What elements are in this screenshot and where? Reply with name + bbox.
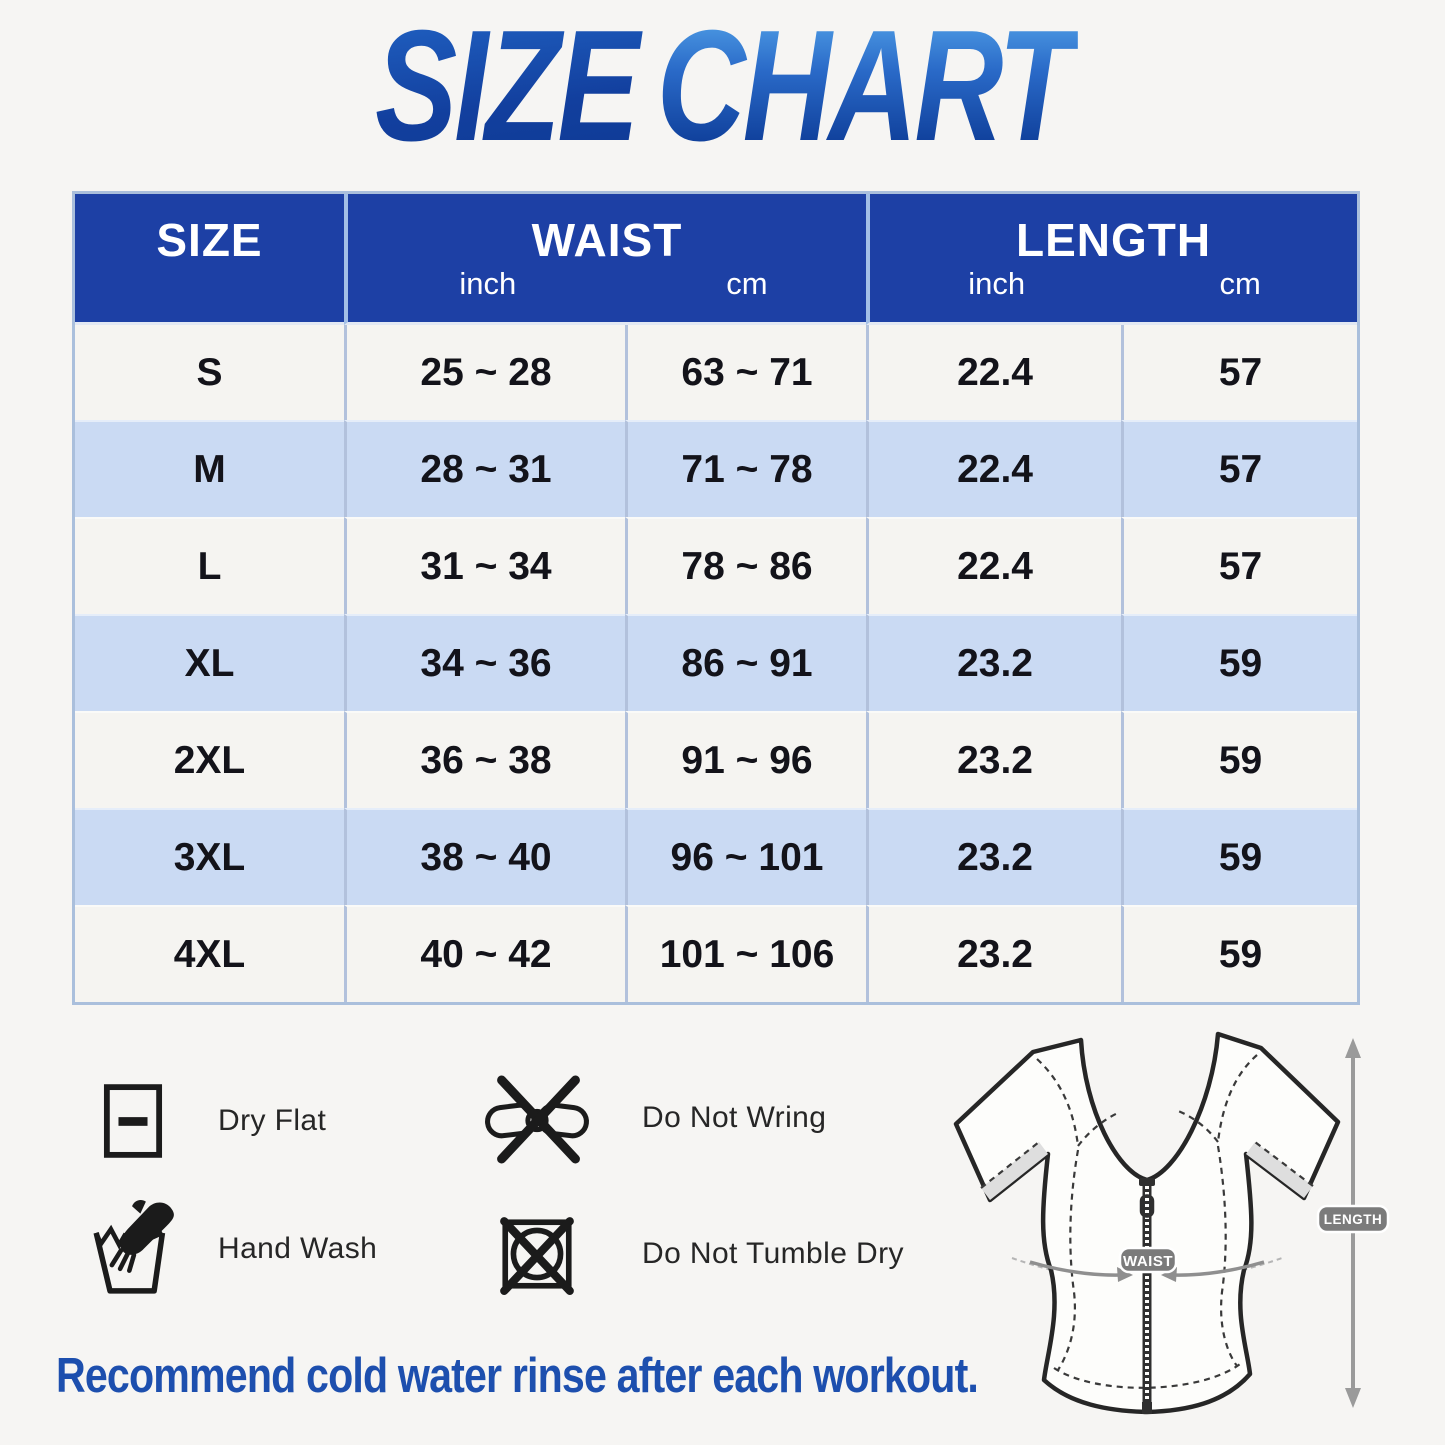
length-cm-cell: 59: [1121, 808, 1358, 905]
length-badge-label: LENGTH: [1324, 1212, 1383, 1227]
length-cm-cell: 57: [1121, 420, 1358, 517]
table-row: M 28 ~ 31 71 ~ 78 22.4 57: [75, 420, 1358, 517]
table-row: 3XL 38 ~ 40 96 ~ 101 23.2 59: [75, 808, 1358, 905]
care-item-do-not-wring: Do Not Wring: [442, 1070, 826, 1166]
size-cell: L: [75, 517, 344, 614]
size-cell: M: [75, 420, 344, 517]
waist-cm-cell: 91 ~ 96: [625, 711, 867, 808]
length-cm-cell: 57: [1121, 517, 1358, 614]
waist-badge-label: WAIST: [1123, 1253, 1173, 1270]
length-unit-cm: cm: [1219, 266, 1261, 301]
left-cuff-band: [981, 1142, 1048, 1200]
waist-inch-cell: 36 ~ 38: [344, 711, 625, 808]
size-cell: 2XL: [75, 711, 344, 808]
care-item-do-not-tumble-dry: Do Not Tumble Dry: [442, 1206, 904, 1302]
seam-lines: [980, 1054, 1314, 1389]
size-cell: 4XL: [75, 905, 344, 1002]
waist-unit-cm: cm: [726, 266, 768, 301]
waist-inch-cell: 31 ~ 34: [344, 517, 625, 614]
length-inch-cell: 23.2: [866, 905, 1122, 1002]
waist-inch-cell: 38 ~ 40: [344, 808, 625, 905]
size-chart-table: SIZE WAIST inch cm LENGTH inch cm: [72, 191, 1361, 1005]
dry-flat-icon: [58, 1078, 208, 1164]
care-label: Do Not Wring: [642, 1101, 827, 1134]
waist-inch-cell: 28 ~ 31: [344, 420, 625, 517]
waist-inch-cell: 34 ~ 36: [344, 614, 625, 711]
length-cm-cell: 57: [1121, 325, 1358, 420]
waist-cm-cell: 63 ~ 71: [625, 325, 867, 420]
care-item-hand-wash: Hand Wash: [58, 1190, 377, 1308]
waist-cm-cell: 101 ~ 106: [625, 905, 867, 1002]
care-label: Do Not Tumble Dry: [642, 1237, 904, 1270]
waist-header-label: WAIST: [531, 214, 683, 266]
right-cuff-band: [1246, 1142, 1313, 1198]
waist-inch-cell: 25 ~ 28: [344, 325, 625, 420]
length-badge: LENGTH: [1316, 1204, 1390, 1234]
size-cell: 3XL: [75, 808, 344, 905]
waist-badge: WAIST: [1118, 1246, 1178, 1274]
waist-unit-inch: inch: [459, 266, 517, 301]
col-header-length: LENGTH inch cm: [866, 194, 1358, 325]
footer-note: Recommend cold water rinse after each wo…: [56, 1349, 979, 1403]
waist-cm-cell: 78 ~ 86: [625, 517, 867, 614]
table-row: 4XL 40 ~ 42 101 ~ 106 23.2 59: [75, 905, 1358, 1002]
length-cm-cell: 59: [1121, 614, 1358, 711]
size-cell: S: [75, 325, 344, 420]
length-inch-cell: 22.4: [866, 517, 1122, 614]
col-header-waist: WAIST inch cm: [344, 194, 867, 325]
title-word-size: SIZE: [367, 3, 644, 170]
waist-cm-cell: 96 ~ 101: [625, 808, 867, 905]
length-unit-inch: inch: [968, 266, 1026, 301]
length-header-label: LENGTH: [1015, 214, 1212, 266]
size-cell: XL: [75, 614, 344, 711]
table-row: 2XL 36 ~ 38 91 ~ 96 23.2 59: [75, 711, 1358, 808]
length-inch-cell: 22.4: [866, 420, 1122, 517]
size-header-label: SIZE: [156, 214, 263, 266]
waist-cm-cell: 71 ~ 78: [625, 420, 867, 517]
length-cm-cell: 59: [1121, 711, 1358, 808]
care-item-dry-flat: Dry Flat: [58, 1078, 326, 1164]
title-word-chart: CHART: [649, 3, 1078, 170]
table-header-row: SIZE WAIST inch cm LENGTH inch cm: [75, 194, 1358, 325]
hand-wash-icon: [58, 1190, 208, 1308]
page-title: SIZE CHART: [0, 3, 1445, 170]
length-inch-cell: 23.2: [866, 808, 1122, 905]
waist-arrows: [1029, 1260, 1265, 1282]
care-label: Dry Flat: [218, 1104, 327, 1137]
length-inch-cell: 23.2: [866, 614, 1122, 711]
table-row: XL 34 ~ 36 86 ~ 91 23.2 59: [75, 614, 1358, 711]
col-header-size: SIZE: [75, 194, 344, 325]
garment-illustration: WAIST LENGTH: [953, 1031, 1390, 1415]
waist-cm-cell: 86 ~ 91: [625, 614, 867, 711]
zipper: [1139, 1178, 1155, 1414]
waist-inch-cell: 40 ~ 42: [344, 905, 625, 1002]
table-row: S 25 ~ 28 63 ~ 71 22.4 57: [75, 325, 1358, 420]
table-row: L 31 ~ 34 78 ~ 86 22.4 57: [75, 517, 1358, 614]
length-inch-cell: 22.4: [866, 325, 1122, 420]
do-not-wring-icon: [442, 1070, 632, 1166]
care-label: Hand Wash: [218, 1232, 378, 1265]
length-inch-cell: 23.2: [866, 711, 1122, 808]
length-cm-cell: 59: [1121, 905, 1358, 1002]
do-not-tumble-dry-icon: [442, 1206, 632, 1302]
